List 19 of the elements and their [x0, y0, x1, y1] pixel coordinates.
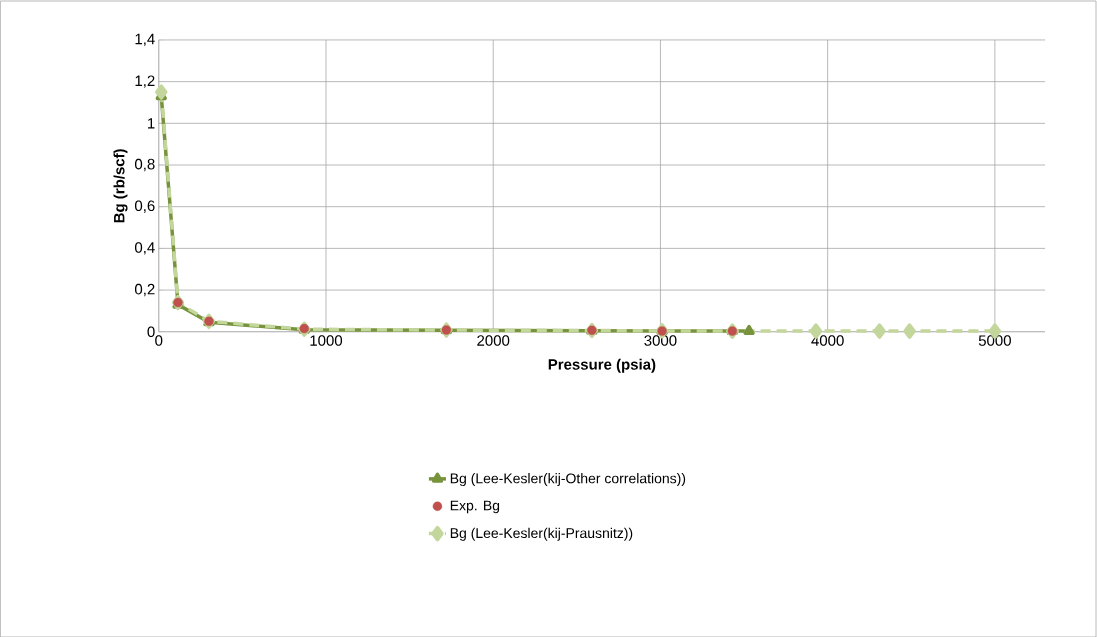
x-tick-label: 5000 — [978, 335, 1011, 346]
x-tick-label: 3000 — [644, 335, 677, 346]
y-tick-label: 0,4 — [134, 241, 155, 255]
y-tick-label: 0,8 — [134, 158, 155, 172]
x-tick-label: 0 — [155, 335, 163, 346]
y-tick-label: 0 — [147, 326, 155, 337]
legend-label: Bg (Lee-Kesler(kij-Prausnitz)) — [450, 527, 633, 541]
y-tick-label: 1 — [148, 117, 155, 129]
y-tick-label: 0,6 — [134, 200, 155, 213]
x-tick-label: 4000 — [811, 335, 844, 346]
legend-label: Exp. Bg — [450, 500, 500, 514]
y-tick-label: 0,2 — [134, 283, 155, 297]
y-tick-label: 1,2 — [135, 75, 155, 88]
y-tick-label: 1,4 — [135, 33, 155, 46]
legend-label: Bg (Lee-Kesler(kij-Other correlations)) — [450, 472, 686, 486]
x-tick-label: 2000 — [477, 335, 510, 346]
x-axis-title: Pressure (psia) — [548, 358, 656, 373]
x-tick-label: 1000 — [310, 335, 343, 346]
y-axis-title: Bg (rb/scf) — [113, 148, 128, 223]
